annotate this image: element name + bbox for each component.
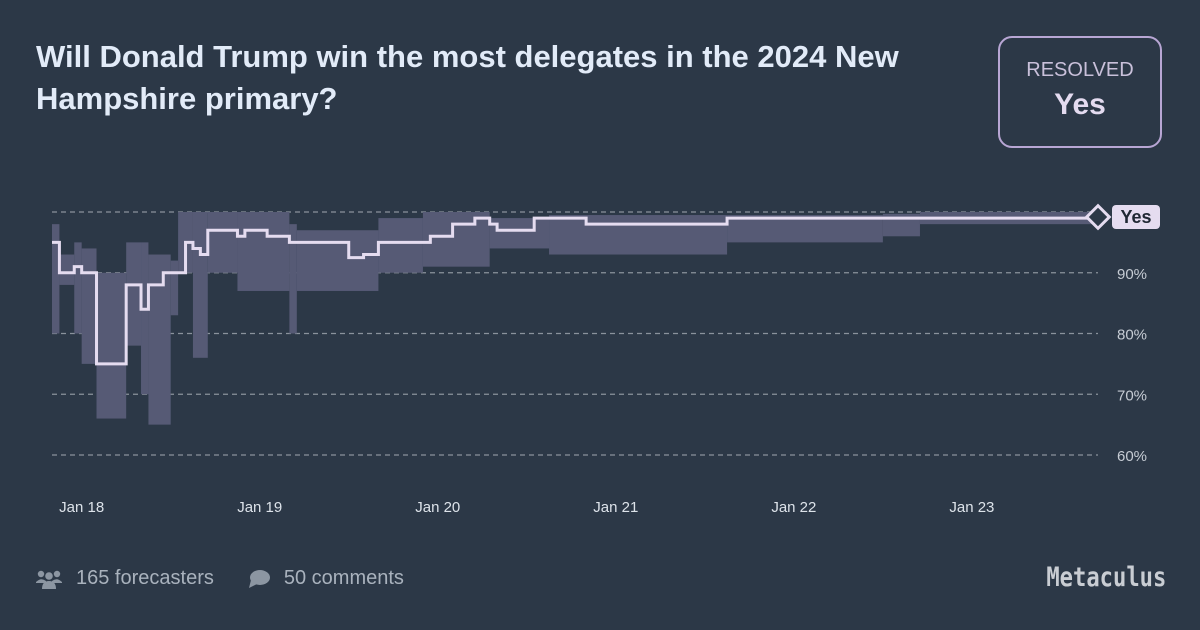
median-line <box>52 216 1098 366</box>
confidence-interval-segment <box>170 260 179 316</box>
confidence-interval-segment <box>237 212 290 291</box>
resolution-value: Yes <box>1054 88 1106 121</box>
resolution-tag-label: Yes <box>1120 207 1151 227</box>
footer: 165 forecasters 50 comments <box>36 567 438 590</box>
confidence-interval-segment <box>74 242 82 334</box>
resolution-label: RESOLVED <box>1026 59 1134 81</box>
metaculus-logo: Metaculus <box>1046 562 1166 593</box>
confidence-interval-segment <box>489 218 550 249</box>
users-icon <box>36 570 62 589</box>
resolution-diamond-icon <box>1084 203 1112 231</box>
y-tick-label: 80% <box>1117 327 1147 344</box>
confidence-interval-segment <box>96 272 127 419</box>
confidence-interval-segment <box>59 254 75 285</box>
question-title: Will Donald Trump win the most delegates… <box>36 39 899 116</box>
forecast-chart: 90% 80% 70% 60% Jan 18 Jan 19 Jan 20 Jan 21 Jan… <box>52 203 1160 516</box>
resolution-badge: RESOLVED Yes <box>998 36 1162 148</box>
comments-text: 50 comments <box>283 567 404 589</box>
forecasters-text: 165 forecasters <box>76 567 214 589</box>
confidence-interval-segment <box>727 215 883 243</box>
confidence-interval-segment <box>289 224 297 334</box>
x-tick-label: Jan 18 <box>59 499 104 516</box>
resolution-tag <box>1112 205 1160 229</box>
comments-count[interactable]: 50 comments <box>248 567 404 590</box>
confidence-interval-segment <box>141 242 149 395</box>
confidence-interval-segment <box>81 248 97 364</box>
x-tick-label: Jan 22 <box>771 499 816 516</box>
confidence-interval-segment <box>148 254 171 425</box>
confidence-interval-segment <box>378 218 423 273</box>
x-tick-label: Jan 21 <box>593 499 638 516</box>
confidence-interval-segment <box>207 212 238 273</box>
x-tick-label: Jan 19 <box>237 499 282 516</box>
x-tick-label: Jan 20 <box>415 499 460 516</box>
y-tick-label: 90% <box>1117 266 1147 283</box>
forecasters-count: 165 forecasters <box>36 567 214 590</box>
confidence-interval-segment <box>549 215 728 255</box>
confidence-interval-segment <box>126 242 142 346</box>
comment-icon <box>248 569 270 588</box>
x-tick-label: Jan 23 <box>949 499 994 516</box>
confidence-interval-segment <box>296 230 379 291</box>
y-tick-label: 70% <box>1117 387 1147 404</box>
confidence-interval-segment <box>422 212 490 267</box>
y-tick-label: 60% <box>1117 448 1147 465</box>
confidence-interval-segment <box>192 212 208 358</box>
confidence-interval-segment <box>52 224 60 334</box>
